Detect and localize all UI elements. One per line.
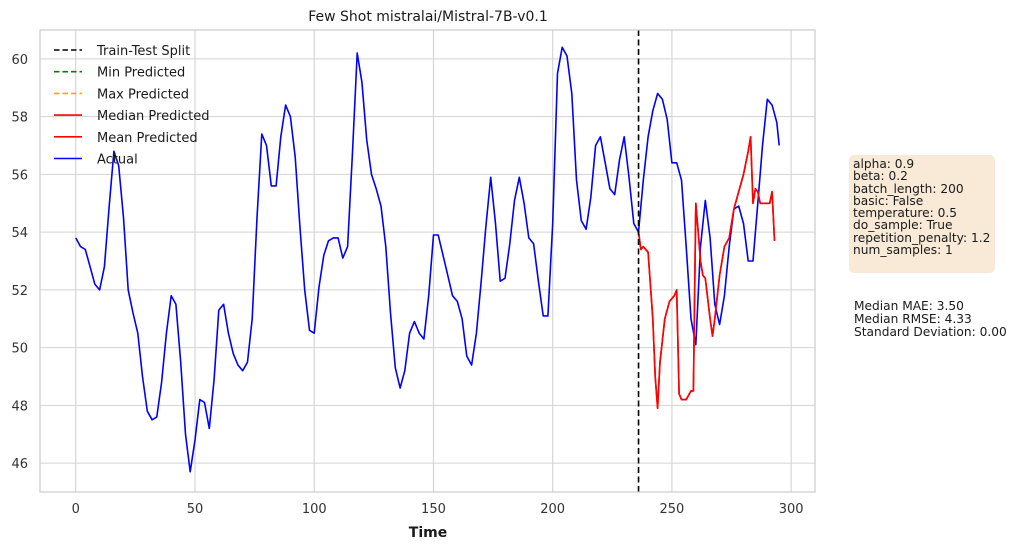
y-tick-label: 46: [11, 457, 28, 472]
metric-std-dev: Standard Deviation: 0.00: [854, 325, 1007, 339]
y-tick-label: 50: [11, 342, 28, 357]
x-tick-label: 200: [540, 502, 565, 517]
y-tick-label: 52: [11, 284, 28, 299]
x-tick-label: 150: [421, 502, 446, 517]
x-tick-labels: 0 50 100 150 200 250 300: [72, 502, 804, 517]
x-tick-label: 250: [660, 502, 685, 517]
chart-title: Few Shot mistralai/Mistral-7B-v0.1: [308, 9, 548, 25]
param-repetition-penalty: repetition_penalty: 1.2: [853, 230, 991, 245]
legend: Train-Test Split Min Predicted Max Predict…: [54, 44, 209, 168]
parameters-box: alpha: 0.9 beta: 0.2 batch_length: 200 b…: [849, 155, 995, 273]
param-do-sample: do_sample: True: [853, 218, 953, 233]
legend-item: Median Predicted: [54, 109, 209, 124]
legend-item: Max Predicted: [54, 87, 189, 102]
y-tick-label: 54: [11, 226, 28, 241]
legend-label: Mean Predicted: [97, 131, 198, 146]
param-basic: basic: False: [853, 193, 924, 208]
param-beta: beta: 0.2: [853, 169, 908, 184]
metric-median-rmse: Median RMSE: 4.33: [854, 312, 972, 326]
param-batch-length: batch_length: 200: [853, 181, 964, 196]
legend-item: Actual: [54, 153, 138, 168]
y-tick-label: 56: [11, 168, 28, 183]
legend-item: Mean Predicted: [54, 131, 198, 146]
legend-label: Actual: [97, 153, 138, 168]
x-tick-label: 50: [187, 502, 204, 517]
legend-label: Max Predicted: [97, 87, 189, 102]
param-alpha: alpha: 0.9: [853, 157, 915, 171]
x-tick-label: 0: [72, 502, 80, 517]
y-tick-labels: 46 48 50 52 54 56 58 60: [11, 53, 28, 472]
legend-label: Train-Test Split: [96, 44, 190, 59]
x-axis-label: Time: [409, 525, 447, 541]
metric-median-mae: Median MAE: 3.50: [854, 299, 964, 313]
legend-label: Min Predicted: [97, 66, 185, 81]
series-layer: [75, 46, 780, 473]
param-temperature: temperature: 0.5: [853, 206, 957, 221]
y-tick-label: 48: [11, 399, 28, 414]
plot-frame: [39, 29, 816, 493]
plot-area: [40, 30, 815, 492]
series-actual: [75, 46, 780, 473]
y-tick-label: 60: [11, 53, 28, 68]
legend-label: Median Predicted: [97, 109, 209, 124]
series-mean-predicted: [637, 136, 776, 410]
x-tick-label: 300: [779, 502, 804, 517]
x-tick-label: 100: [302, 502, 327, 517]
param-num-samples: num_samples: 1: [853, 243, 953, 258]
legend-item: Train-Test Split: [54, 44, 190, 59]
y-tick-label: 58: [11, 111, 28, 126]
grid-lines: [40, 30, 815, 492]
legend-item: Min Predicted: [54, 66, 185, 81]
metrics-text: Median MAE: 3.50 Median RMSE: 4.33 Stand…: [854, 300, 1007, 339]
